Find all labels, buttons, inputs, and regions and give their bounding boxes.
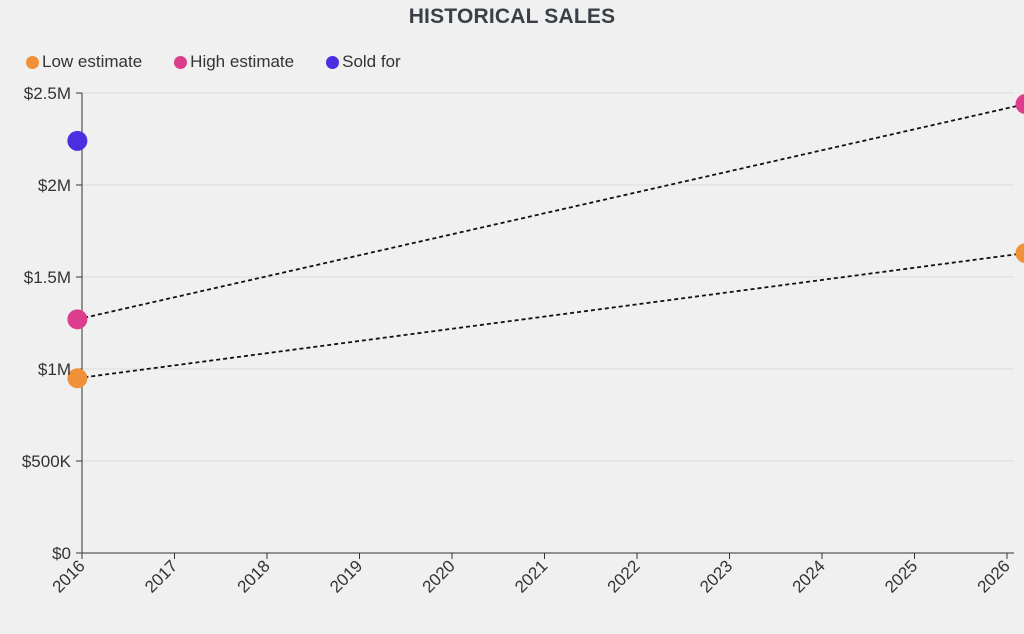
legend-label: Sold for (342, 52, 401, 71)
x-tick-label: 2024 (789, 556, 829, 596)
y-tick-label: $1M (38, 360, 71, 379)
legend-dot-icon (326, 55, 340, 69)
x-tick-label: 2020 (419, 556, 459, 596)
legend: Low estimate High estimate Sold for (26, 52, 433, 72)
data-point (67, 309, 88, 330)
x-tick-label: 2021 (511, 556, 551, 596)
y-tick-label: $2M (38, 176, 71, 195)
x-tick-label: 2022 (604, 556, 644, 596)
legend-label: Low estimate (42, 52, 143, 71)
legend-item: Low estimate (26, 52, 142, 72)
chart-title: HISTORICAL SALES (408, 5, 616, 28)
trend-line (77, 252, 1024, 380)
x-tick-label: 2023 (696, 556, 736, 596)
x-tick-label: 2017 (141, 556, 181, 596)
legend-label: High estimate (190, 52, 295, 71)
y-tick-label: $1.5M (24, 268, 71, 287)
x-tick-label: 2019 (326, 556, 366, 596)
y-tick-label: $2.5M (24, 84, 71, 103)
trend-line (77, 103, 1024, 321)
axes (76, 92, 1014, 559)
legend-dot-icon (26, 55, 39, 69)
data-points (67, 94, 1024, 389)
data-point (67, 130, 88, 151)
x-tick-label: 2025 (881, 556, 921, 596)
trend-lines (77, 103, 1024, 380)
y-tick-label: $0 (52, 544, 71, 563)
data-point (1015, 94, 1024, 114)
x-tick-label: 2026 (974, 556, 1014, 596)
legend-dot-icon (174, 55, 188, 69)
grid-lines (82, 92, 1014, 462)
y-tick-label: $500K (22, 452, 72, 471)
legend-item: High estimate (174, 52, 294, 72)
data-point (67, 368, 88, 389)
data-point (1015, 243, 1024, 263)
y-tick-labels: $0 $500K $1M $1.5M $2M $2.5M (22, 84, 72, 563)
x-tick-labels: 2016 2017 2018 2019 2020 2021 2022 2023 2024 2025… (49, 556, 1014, 596)
x-tick-label: 2018 (234, 556, 274, 596)
legend-item: Sold for (326, 52, 401, 72)
